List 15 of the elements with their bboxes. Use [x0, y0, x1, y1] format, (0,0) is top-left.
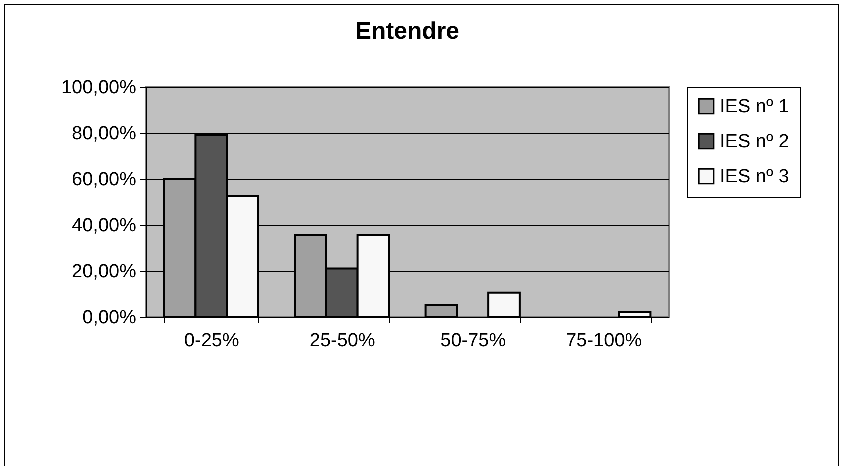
y-tick-label: 0,00% [82, 308, 137, 328]
y-tick-label: 60,00% [72, 170, 137, 190]
x-tick-label: 75-100% [566, 330, 642, 352]
legend-label: IES nº 1 [720, 96, 790, 118]
y-tick-label: 20,00% [72, 262, 137, 282]
y-tick-label: 80,00% [72, 124, 137, 144]
y-tick-label: 100,00% [61, 78, 137, 98]
legend-label: IES nº 3 [720, 166, 790, 188]
chart-title: Entendre [355, 18, 460, 45]
x-tick-label: 0-25% [184, 330, 240, 352]
x-tick-label: 50-75% [440, 330, 506, 352]
y-tick-label: 40,00% [72, 216, 137, 236]
x-tick-label: 25-50% [310, 330, 376, 352]
bar [424, 304, 458, 318]
legend-label: IES nº 2 [720, 132, 790, 152]
